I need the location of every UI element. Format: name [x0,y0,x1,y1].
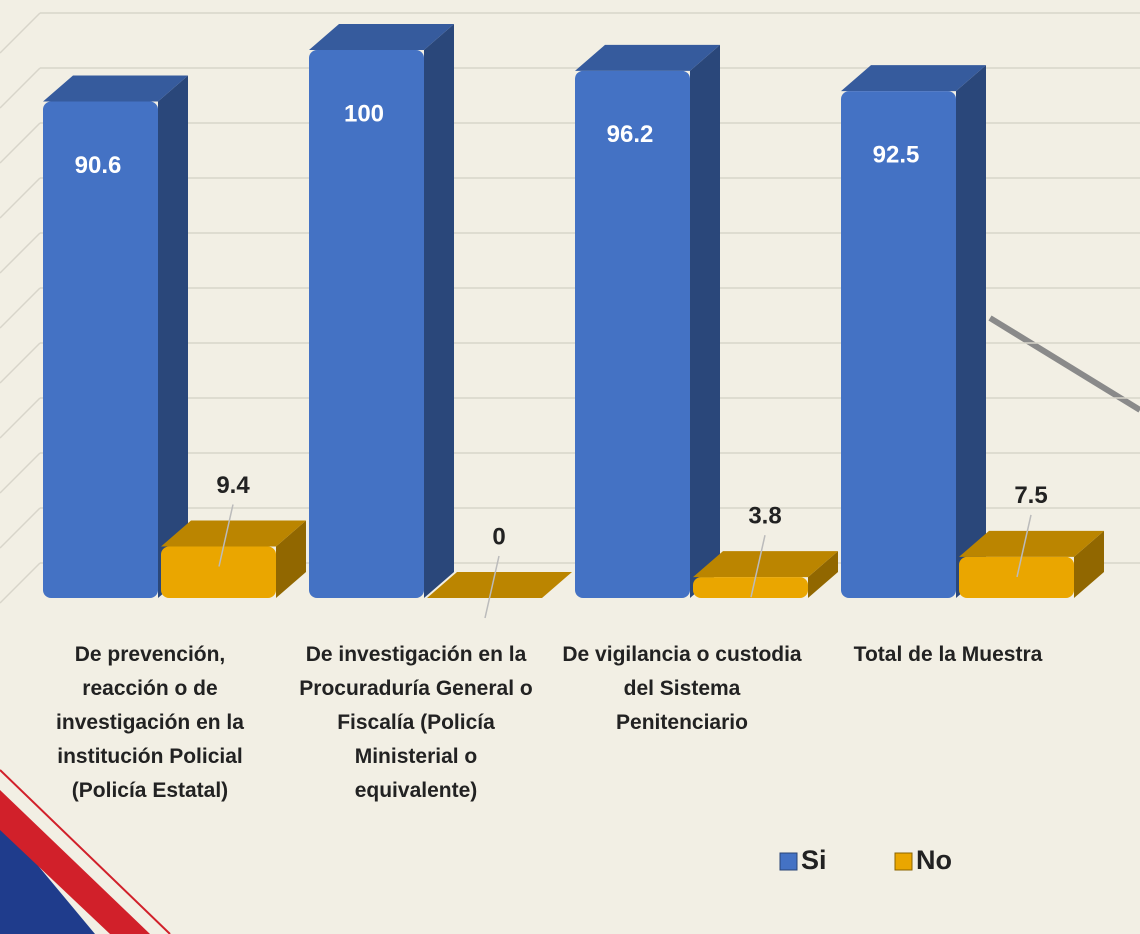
grid-line [0,452,41,494]
grid-line [0,397,41,439]
bar-top [575,44,720,71]
data-label: 9.4 [216,472,250,499]
legend-label: No [916,845,952,875]
grid-line [0,342,41,384]
decor [988,315,1140,413]
grid-line [0,287,41,329]
legend-label: Si [801,845,827,875]
leader-line [484,555,500,619]
data-label: 0 [492,523,505,550]
bar-top [43,75,188,102]
grid-line [0,122,41,164]
bar [43,101,158,599]
grid-line [0,177,41,219]
bar-side [1074,530,1104,598]
bar-side [690,44,720,599]
bar [693,577,808,598]
bar-top [161,520,306,547]
bar-top [309,24,454,50]
legend-swatch [894,852,913,871]
bar-top [841,65,986,92]
legend-swatch [779,852,798,871]
data-label: 7.5 [1014,482,1047,509]
data-label: 3.8 [748,503,781,530]
bar-top [693,551,838,578]
leader-line [1016,514,1032,578]
data-label: 92.5 [873,141,920,168]
category-label: De prevención, reacción o de investigaci… [56,643,244,802]
grid-line [0,232,41,274]
data-label: 100 [344,100,384,127]
data-label: 96.2 [607,121,654,148]
grid-line [0,562,41,604]
decor [0,790,150,934]
bar [309,50,424,598]
bar-top [959,530,1104,557]
data-label: 90.6 [75,152,122,179]
bar-side [808,551,838,598]
bar [575,70,690,599]
bar [841,91,956,598]
category-label: De investigación en la Procuraduría Gene… [299,643,533,802]
bar [161,546,276,598]
bar-top [427,572,572,598]
leader-line [218,504,234,567]
category-label: Total de la Muestra [853,643,1043,666]
category-label: De vigilancia o custodia del Sistema Pen… [562,643,802,734]
grid-line [0,507,41,549]
grid-line [0,12,41,54]
leader-line [750,535,766,598]
decor [0,769,171,934]
bar-side [158,75,188,598]
bar-side [956,65,986,599]
grid-line [0,67,41,109]
bar [959,556,1074,598]
bar-side [276,520,306,598]
bar-side [424,24,454,598]
